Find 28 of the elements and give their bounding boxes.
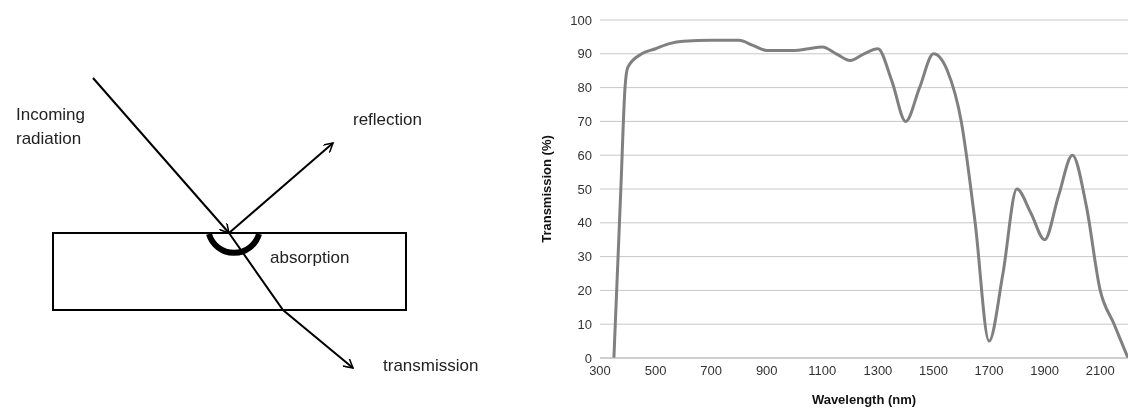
y-tick-label: 20	[577, 283, 592, 299]
x-tick-label: 2100	[1085, 363, 1115, 379]
y-tick-label: 10	[577, 316, 592, 332]
text: reflection	[353, 109, 423, 131]
x-tick-label: 1100	[808, 363, 837, 379]
y-tick-label: 90	[577, 46, 592, 62]
text: absorption	[270, 247, 351, 269]
y-tick-label: 30	[577, 249, 592, 265]
x-tick-label: 1300	[863, 363, 893, 379]
x-axis-title: Wavelength (nm)	[811, 392, 917, 407]
x-tick-label: 500	[644, 363, 667, 379]
line-series	[612, 38, 1128, 358]
y-tick-label: 100	[570, 12, 592, 28]
x-tick-label: 900	[755, 363, 778, 379]
x-tick-label: 1700	[974, 363, 1004, 379]
x-tick-label: 1500	[919, 363, 948, 379]
y-tick-label: 0	[584, 350, 592, 366]
y-tick-label: 50	[577, 181, 592, 197]
y-axis-title: Transmission (%)	[538, 135, 554, 243]
x-tick-label: 700	[700, 363, 723, 379]
y-tick-label: 70	[577, 114, 592, 130]
y-tick-label: 60	[577, 147, 592, 163]
y-tick-label: 80	[577, 80, 592, 96]
x-tick-label: 300	[589, 363, 611, 379]
y-tick-label: 40	[577, 215, 592, 231]
text: Incoming radiation	[16, 104, 86, 150]
x-tick-label: 1900	[1030, 363, 1060, 379]
text: transmission	[383, 355, 480, 377]
